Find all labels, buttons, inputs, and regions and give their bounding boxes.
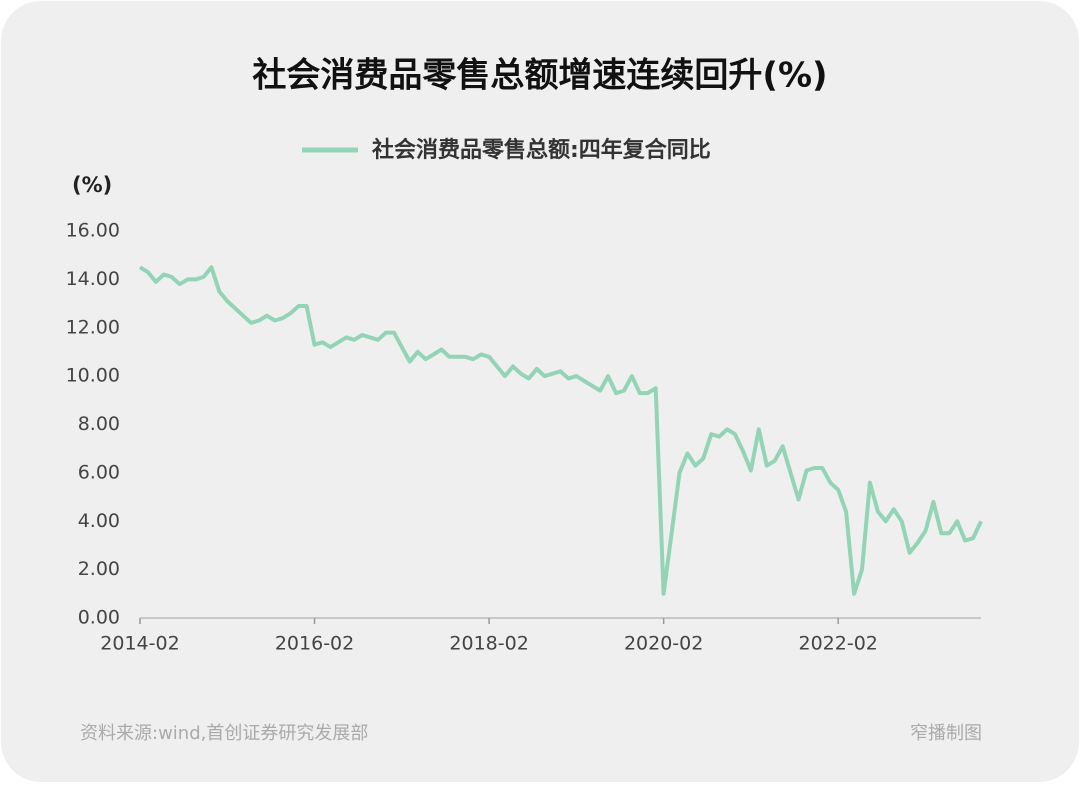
legend-label: 社会消费品零售总额:四年复合同比 xyxy=(372,137,711,163)
x-tick-label: 2018-02 xyxy=(449,633,528,655)
x-tick-label: 2022-02 xyxy=(798,633,877,655)
chart-title: 社会消费品零售总额增速连续回升(%) xyxy=(252,56,827,96)
x-tick-label: 2016-02 xyxy=(275,633,354,655)
x-tick-label: 2014-02 xyxy=(100,633,179,655)
y-tick-label: 2.00 xyxy=(78,558,120,580)
y-tick-label: 16.00 xyxy=(66,220,120,242)
y-tick-label: 14.00 xyxy=(66,268,120,290)
y-tick-label: 6.00 xyxy=(78,461,120,483)
credit: 窄播制图 xyxy=(910,723,982,744)
y-tick-label: 12.00 xyxy=(66,316,120,338)
y-tick-label: 10.00 xyxy=(66,365,120,387)
line xyxy=(138,265,983,596)
x-tick-label: 2020-02 xyxy=(624,633,703,655)
y-tick-label: 0.00 xyxy=(78,607,120,629)
source: 资料来源:wind,首创证券研究发展部 xyxy=(80,723,368,744)
y-tick-label: 8.00 xyxy=(78,413,120,435)
y-axis-label: (%) xyxy=(72,173,112,197)
y-tick-label: 4.00 xyxy=(78,510,120,532)
